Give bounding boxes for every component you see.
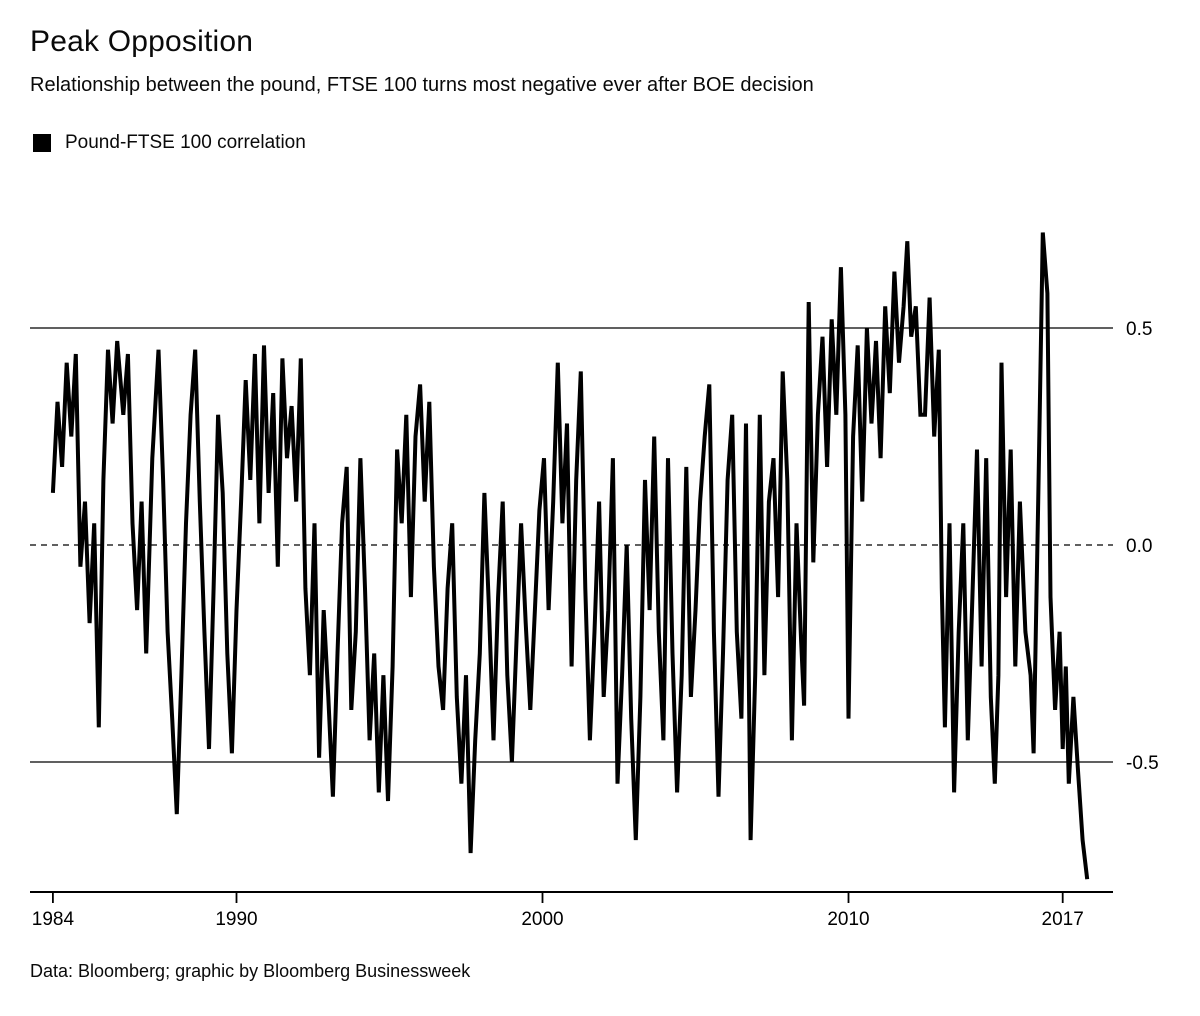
correlation-line-series <box>50 232 1090 880</box>
source-credit: Data: Bloomberg; graphic by Bloomberg Bu… <box>30 961 471 981</box>
page-title: Peak Opposition <box>30 25 254 58</box>
chart-subtitle: Relationship between the pound, FTSE 100… <box>30 74 814 96</box>
x-tick-label-2000: 2000 <box>521 909 563 930</box>
x-tick-label-2017: 2017 <box>1042 909 1084 930</box>
legend-swatch-icon <box>33 134 51 152</box>
legend-label: Pound-FTSE 100 correlation <box>65 132 306 153</box>
x-tick-label-1990: 1990 <box>215 909 257 930</box>
y-tick-label--0.5: -0.5 <box>1126 753 1159 774</box>
y-tick-label-0.0: 0.0 <box>1126 536 1152 557</box>
x-tick-label-2010: 2010 <box>827 909 869 930</box>
legend: Pound-FTSE 100 correlation <box>33 132 306 154</box>
y-tick-label-0.5: 0.5 <box>1126 319 1152 340</box>
x-tick-label-1984: 1984 <box>32 909 75 930</box>
